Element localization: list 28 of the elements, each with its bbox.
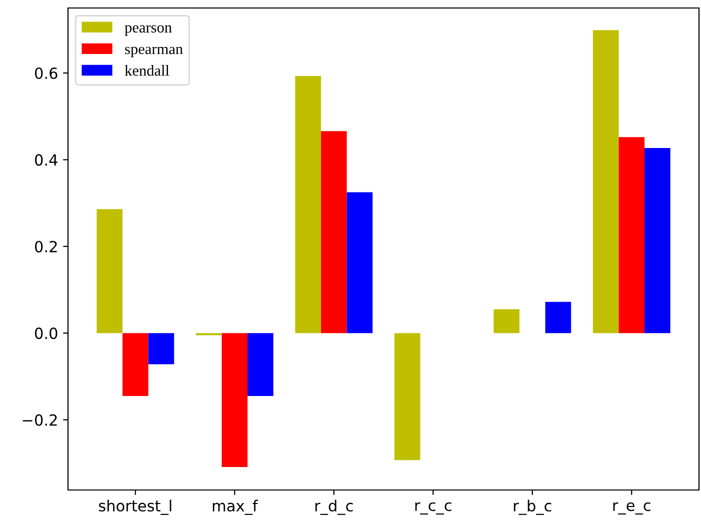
y-tick-label: 0.4 xyxy=(34,154,58,166)
bar xyxy=(148,333,174,364)
bar xyxy=(248,333,274,396)
y-tick-label: 0.0 xyxy=(34,328,58,340)
bar xyxy=(222,333,248,468)
x-tick-label: r_d_c xyxy=(315,500,353,515)
bar xyxy=(494,309,520,334)
bar xyxy=(644,148,670,334)
x-tick-label: r_c_c xyxy=(415,502,452,515)
bar xyxy=(545,302,572,334)
x-tick-label: max_f xyxy=(212,500,258,515)
legend-label: pearson xyxy=(124,25,172,36)
bar xyxy=(96,209,122,334)
bar xyxy=(295,76,321,334)
bar xyxy=(320,131,347,334)
bar xyxy=(346,192,373,334)
bar xyxy=(618,137,645,334)
y-tick-label: 0.6 xyxy=(34,67,58,80)
x-tick-label: r_b_c xyxy=(514,500,552,515)
bar xyxy=(394,333,420,460)
x-tick-label: r_e_c xyxy=(613,502,650,515)
y-tick-label: 0.2 xyxy=(34,240,57,252)
bar xyxy=(122,333,148,396)
legend-label: kendall xyxy=(124,65,170,76)
legend-label: spearman xyxy=(125,46,183,58)
y-tick-label: −0.2 xyxy=(22,414,57,426)
bar xyxy=(592,30,619,334)
x-tick-label: shortest_l xyxy=(98,500,172,515)
